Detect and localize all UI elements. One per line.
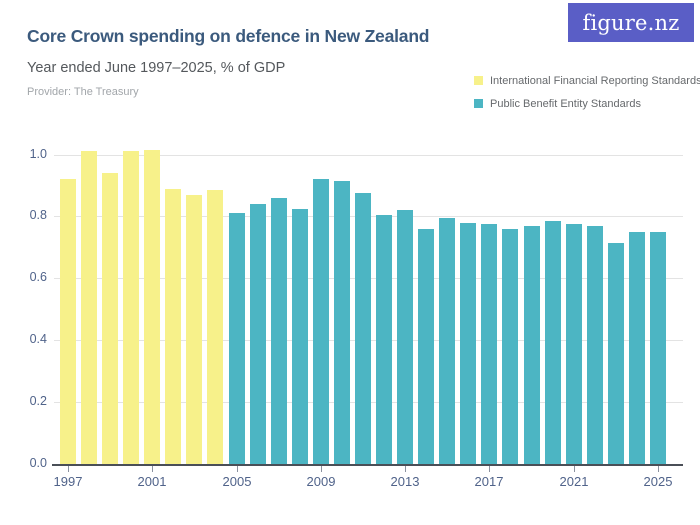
y-axis-label-0.6: 0.6 [29, 270, 47, 284]
legend-item: Public Benefit Entity Standards [474, 92, 700, 115]
x-tick-2009 [321, 466, 322, 472]
x-axis-label-2001: 2001 [137, 474, 167, 489]
bar-2013[interactable] [397, 210, 413, 464]
bar-2005[interactable] [229, 213, 245, 464]
legend-item-label: International Financial Reporting Standa… [490, 74, 700, 87]
bar-2011[interactable] [355, 193, 371, 464]
legend-swatch-icon [474, 76, 483, 85]
chart-legend: International Financial Reporting Standa… [474, 69, 700, 115]
x-axis-label-2025: 2025 [643, 474, 673, 489]
legend-item-label: Public Benefit Entity Standards [490, 97, 642, 110]
bar-2003[interactable] [186, 195, 202, 464]
bar-2020[interactable] [545, 221, 561, 464]
bar-2002[interactable] [165, 189, 181, 464]
bar-2014[interactable] [418, 229, 434, 464]
bar-2000[interactable] [123, 151, 139, 464]
y-axis-label-0.4: 0.4 [29, 332, 47, 346]
bar-2004[interactable] [207, 190, 223, 464]
bar-1997[interactable] [60, 179, 76, 464]
y-axis-label-0.2: 0.2 [29, 394, 47, 408]
bar-2016[interactable] [460, 223, 476, 464]
x-tick-2021 [574, 466, 575, 472]
x-tick-2001 [152, 466, 153, 472]
bar-2024[interactable] [629, 232, 645, 464]
x-axis-label-2005: 2005 [222, 474, 252, 489]
x-axis-label-1997: 1997 [53, 474, 83, 489]
page-subtitle: Year ended June 1997–2025, % of GDP [27, 60, 286, 76]
x-tick-2025 [658, 466, 659, 472]
figure-nz-logo[interactable]: figure.nz [568, 3, 694, 42]
gridline-1.0 [54, 155, 683, 156]
legend-item: International Financial Reporting Standa… [474, 69, 700, 92]
bar-2009[interactable] [313, 179, 329, 464]
bar-2022[interactable] [587, 226, 603, 464]
x-axis-label-2017: 2017 [474, 474, 504, 489]
bar-2018[interactable] [502, 229, 518, 464]
bar-2017[interactable] [481, 224, 497, 464]
x-tick-2013 [405, 466, 406, 472]
bar-1998[interactable] [81, 151, 97, 464]
x-axis-label-2013: 2013 [390, 474, 420, 489]
y-axis-label-1.0: 1.0 [29, 147, 47, 161]
bar-1999[interactable] [102, 173, 118, 464]
y-axis-label-0.8: 0.8 [29, 208, 47, 222]
bar-2025[interactable] [650, 232, 666, 464]
x-tick-1997 [68, 466, 69, 472]
bar-2008[interactable] [292, 209, 308, 464]
bar-2015[interactable] [439, 218, 455, 464]
x-axis-label-2009: 2009 [306, 474, 336, 489]
y-axis-label-0.0: 0.0 [29, 456, 47, 470]
bar-2023[interactable] [608, 243, 624, 464]
x-axis-label-2021: 2021 [559, 474, 589, 489]
bar-2012[interactable] [376, 215, 392, 464]
x-axis-line [52, 464, 683, 466]
page-title: Core Crown spending on defence in New Ze… [27, 26, 430, 46]
bar-2010[interactable] [334, 181, 350, 464]
bar-2007[interactable] [271, 198, 287, 464]
bar-2006[interactable] [250, 204, 266, 464]
bar-2019[interactable] [524, 226, 540, 464]
bar-2021[interactable] [566, 224, 582, 464]
x-tick-2017 [489, 466, 490, 472]
provider-label: Provider: The Treasury [27, 86, 139, 98]
figure-nz-logo-text: figure.nz [582, 10, 680, 35]
legend-swatch-icon [474, 99, 483, 108]
x-tick-2005 [237, 466, 238, 472]
bar-2001[interactable] [144, 150, 160, 464]
